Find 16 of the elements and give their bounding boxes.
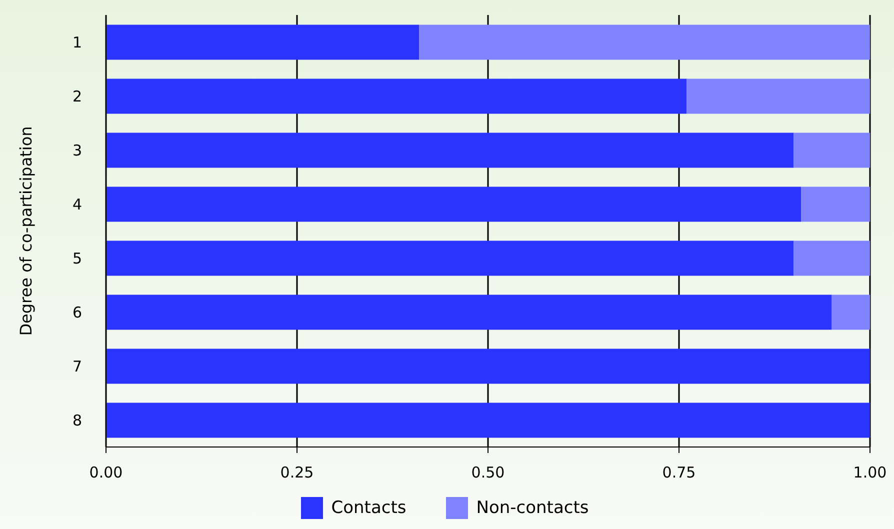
y-tick-label: 8 xyxy=(72,411,82,430)
y-axis-title: Degree of co-participation xyxy=(16,126,36,336)
x-tick-label: 0.25 xyxy=(280,464,314,482)
x-tick-label: 0.00 xyxy=(89,464,123,482)
y-tick-label: 1 xyxy=(72,33,82,52)
x-tick-label: 0.50 xyxy=(471,464,505,482)
y-tick-label: 4 xyxy=(72,195,82,214)
y-tick-label: 3 xyxy=(72,141,82,160)
x-tick-label: 1.00 xyxy=(853,464,887,482)
y-tick-label: 7 xyxy=(72,357,82,376)
y-tick-label: 6 xyxy=(72,303,82,322)
y-tick-label: 5 xyxy=(72,249,82,268)
legend-label: Contacts xyxy=(331,498,406,518)
y-tick-label: 2 xyxy=(72,87,82,106)
legend-label: Non-contacts xyxy=(476,498,589,518)
x-tick-label: 0.75 xyxy=(662,464,696,482)
